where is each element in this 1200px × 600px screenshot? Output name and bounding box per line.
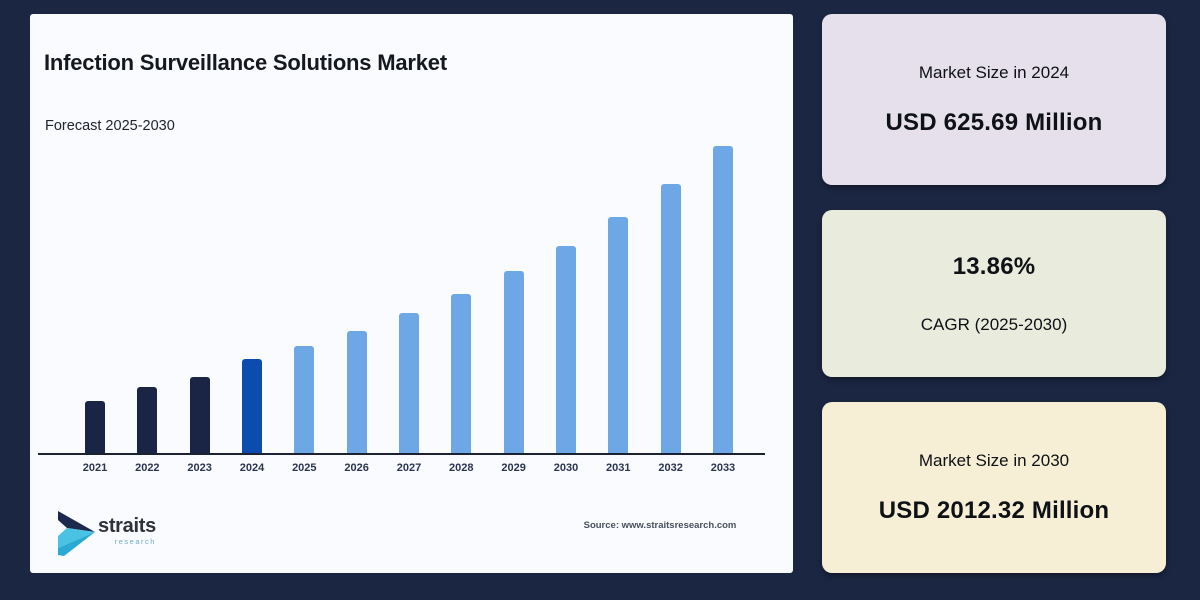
card-cagr-label: CAGR (2025-2030) — [920, 314, 1068, 334]
logo-sub-text: research — [114, 537, 156, 546]
x-axis-label-2022: 2022 — [135, 462, 160, 474]
bar-2028 — [451, 294, 472, 455]
bar-2029 — [503, 271, 524, 455]
card-cagr: 13.86% CAGR (2025-2030) — [822, 210, 1166, 377]
x-axis-label-2027: 2027 — [396, 462, 422, 474]
x-axis-label-2023: 2023 — [187, 462, 212, 474]
x-axis-label-2029: 2029 — [501, 462, 526, 474]
x-axis-label-2026: 2026 — [344, 462, 369, 474]
x-axis-line — [38, 453, 765, 455]
logo-text: straits research — [98, 516, 156, 546]
bar-2032 — [660, 184, 681, 455]
plot-area — [55, 14, 763, 455]
logo-brand-text: straits — [98, 515, 156, 537]
straits-logo: straits research — [57, 506, 156, 556]
x-axis-label-2028: 2028 — [449, 462, 474, 474]
card-market-size-2024: Market Size in 2024 USD 625.69 Million — [822, 14, 1166, 185]
bar-2022 — [137, 387, 158, 455]
x-axis-label-2021: 2021 — [82, 462, 108, 474]
chart-title: Infection Surveillance Solutions Market — [44, 50, 447, 75]
chart-panel: Infection Surveillance Solutions Market … — [30, 14, 793, 573]
x-axis-label-2031: 2031 — [606, 462, 631, 474]
card-2024-label: Market Size in 2024 — [918, 62, 1070, 82]
card-2030-label: Market Size in 2030 — [918, 450, 1070, 470]
bar-2026 — [346, 331, 367, 455]
bar-2030 — [555, 246, 576, 455]
x-axis-labels: 2021 2022 2023 2024 2025 2026 2027 2028 2029 2030… — [30, 462, 793, 478]
chart-subtitle: Forecast 2025-2030 — [45, 118, 175, 134]
straits-logo-icon — [58, 511, 95, 556]
x-axis-label-2024: 2024 — [239, 462, 265, 474]
x-axis-label-2025: 2025 — [292, 462, 317, 474]
bar-2033 — [712, 146, 733, 455]
bar-2024 — [241, 359, 262, 455]
bar-2031 — [608, 217, 629, 455]
bar-2023 — [189, 377, 210, 455]
card-2024-value: USD 625.69 Million — [885, 108, 1103, 136]
source-note: Source: www.straitsresearch.com — [583, 520, 737, 531]
bar-2021 — [85, 401, 105, 455]
x-axis-label-2032: 2032 — [658, 462, 683, 474]
bar-2027 — [398, 313, 419, 455]
x-axis-label-2033: 2033 — [710, 462, 736, 474]
bar-2025 — [294, 346, 315, 455]
card-market-size-2030: Market Size in 2030 USD 2012.32 Million — [822, 402, 1166, 573]
x-axis-label-2030: 2030 — [553, 462, 579, 474]
card-2030-value: USD 2012.32 Million — [878, 496, 1110, 524]
card-cagr-value: 13.86% — [952, 252, 1036, 280]
